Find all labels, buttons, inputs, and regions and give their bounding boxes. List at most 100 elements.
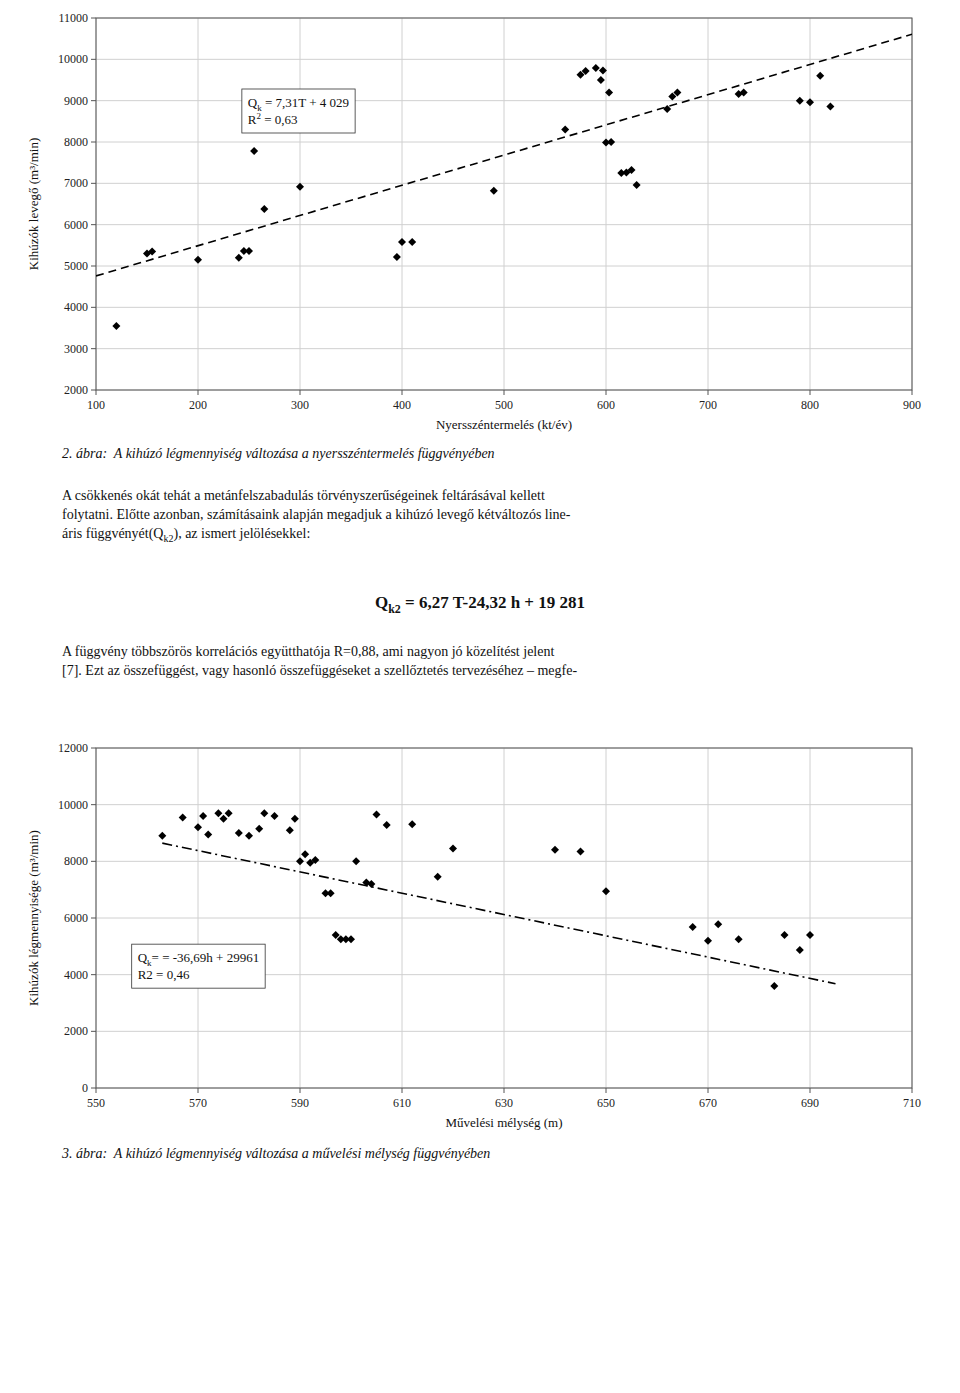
tick-label: 100 <box>87 398 105 412</box>
tick-mark <box>91 100 96 101</box>
grid-line <box>96 348 912 349</box>
tick-label: 800 <box>801 398 819 412</box>
subscript: k2 <box>163 533 173 544</box>
tick-label: 8000 <box>64 135 88 149</box>
scatter-point <box>398 238 406 246</box>
text-part: A függvény többszörös korrelációs együtt… <box>62 644 554 659</box>
tick-label: 7000 <box>64 176 88 190</box>
paragraph-line: áris függvényét(Qk2), az ismert jelölése… <box>62 526 310 544</box>
scatter-point <box>597 76 605 84</box>
tick-label: 4000 <box>64 968 88 982</box>
tick-label: 12000 <box>58 741 88 755</box>
grid-line <box>96 861 912 862</box>
tick-label: 11000 <box>58 11 88 25</box>
tick-mark <box>708 390 709 395</box>
scatter-point <box>194 256 202 264</box>
scatter-point <box>311 856 319 864</box>
scatter-point <box>826 102 834 110</box>
tick-label: 670 <box>699 1096 717 1110</box>
grid-line <box>504 18 505 390</box>
grid-line <box>300 18 301 390</box>
y-axis-label: Kihúzók légmennyisége (m³/min) <box>26 830 41 1006</box>
tick-label: 500 <box>495 398 513 412</box>
text-part: = = -36,69h + 29961 <box>152 950 260 965</box>
scatter-point <box>408 820 416 828</box>
grid-line <box>708 18 709 390</box>
scatter-point <box>605 88 613 96</box>
text-part: = 6,27 T-24,32 h + 19 281 <box>401 593 585 612</box>
text-part: [7]. Ezt az összefüggést, vagy hasonló ö… <box>62 663 577 678</box>
grid-line <box>96 100 912 101</box>
tick-mark <box>91 266 96 267</box>
grid-line <box>96 142 912 143</box>
plot-frame <box>96 748 912 1088</box>
tick-mark <box>300 1088 301 1093</box>
scatter-point <box>490 187 498 195</box>
scatter-point <box>327 889 335 897</box>
grid-line <box>96 1031 912 1032</box>
scatter-point <box>158 832 166 840</box>
tick-mark <box>91 183 96 184</box>
text-part: R2 = 0,46 <box>138 967 190 982</box>
grid-line <box>810 18 811 390</box>
tick-mark <box>91 142 96 143</box>
scatter-point <box>291 815 299 823</box>
tick-label: 700 <box>699 398 717 412</box>
scatter-point <box>271 812 279 820</box>
scatter-point <box>704 937 712 945</box>
tick-label: 2000 <box>64 383 88 397</box>
tick-label: 570 <box>189 1096 207 1110</box>
tick-mark <box>91 348 96 349</box>
tick-mark <box>91 861 96 862</box>
scatter-point <box>602 887 610 895</box>
scatter-point <box>301 850 309 858</box>
text-part: folytatni. Előtte azonban, számításaink … <box>62 507 571 522</box>
subscript: k2 <box>388 602 401 616</box>
paragraph-line: folytatni. Előtte azonban, számításaink … <box>62 507 571 522</box>
scatter-point <box>816 72 824 80</box>
scatter-point <box>255 825 263 833</box>
annotation: Qk = 7,31T + 4 029R2 = 0,63 <box>242 89 355 133</box>
scatter-point <box>796 97 804 105</box>
tick-mark <box>300 390 301 395</box>
tick-mark <box>91 804 96 805</box>
tick-mark <box>91 59 96 60</box>
tick-mark <box>198 1088 199 1093</box>
grid-line <box>96 224 912 225</box>
tick-mark <box>91 390 96 391</box>
scatter-point <box>235 254 243 262</box>
tick-label: 300 <box>291 398 309 412</box>
grid-line <box>96 266 912 267</box>
grid-line <box>96 183 912 184</box>
x-axis-label: Művelési mélység (m) <box>446 1115 563 1130</box>
scatter-point <box>235 829 243 837</box>
scatter-point <box>599 66 607 74</box>
tick-mark <box>91 918 96 919</box>
grid-line <box>402 18 403 390</box>
scatter-point <box>296 183 304 191</box>
page: 1002003004005006007008009002000300040005… <box>0 0 960 1393</box>
chart: 1002003004005006007008009002000300040005… <box>26 11 921 432</box>
scatter-point <box>740 88 748 96</box>
tick-mark <box>91 18 96 19</box>
tick-mark <box>402 390 403 395</box>
scatter-point <box>214 809 222 817</box>
tick-mark <box>810 1088 811 1093</box>
formula: Qk2 = 6,27 T-24,32 h + 19 281 <box>375 593 585 616</box>
tick-label: 400 <box>393 398 411 412</box>
tick-label: 2000 <box>64 1024 88 1038</box>
tick-label: 0 <box>82 1081 88 1095</box>
scatter-point <box>352 857 360 865</box>
grid-line <box>96 59 912 60</box>
tick-label: 3000 <box>64 342 88 356</box>
annotation-text: R2 = 0,46 <box>138 967 190 982</box>
scatter-point <box>561 126 569 134</box>
scatter-point <box>735 935 743 943</box>
scatter-point <box>260 205 268 213</box>
tick-label: 10000 <box>58 52 88 66</box>
tick-mark <box>91 1088 96 1089</box>
text-part: R <box>248 112 257 127</box>
x-axis-label: Nyersszéntermelés (kt/év) <box>436 417 572 432</box>
scatter-point <box>551 846 559 854</box>
annotation: Qk= = -36,69h + 29961R2 = 0,46 <box>132 944 265 988</box>
